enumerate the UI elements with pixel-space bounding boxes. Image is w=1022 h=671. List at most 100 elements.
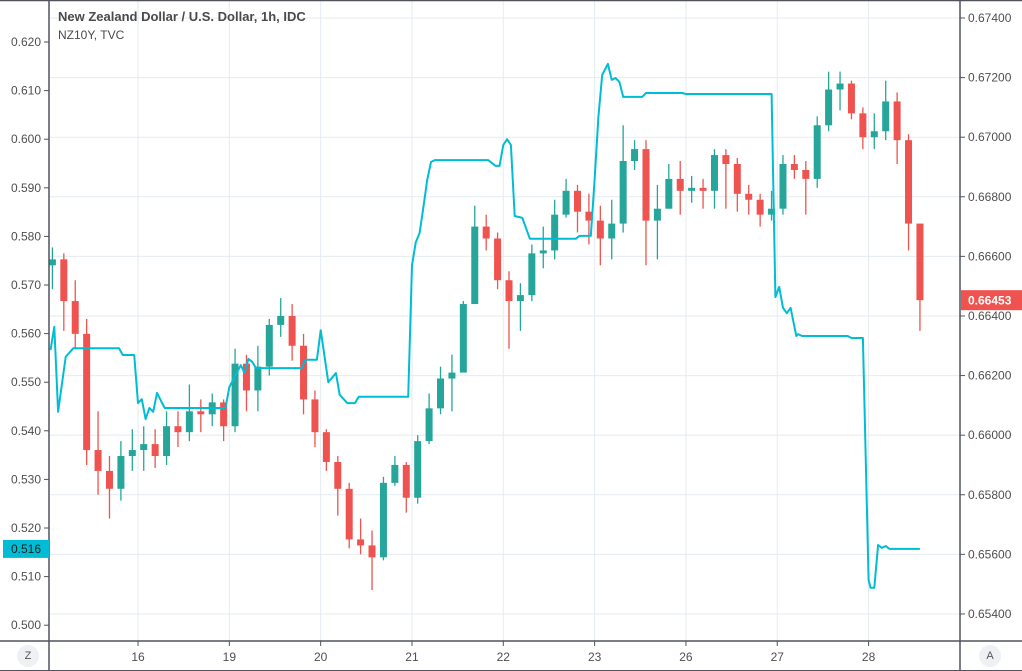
candle-body — [562, 190, 570, 215]
candle-body — [722, 155, 730, 165]
right-tick-label: 0.65800 — [968, 488, 1012, 502]
right-tick-label: 0.66000 — [968, 428, 1012, 442]
candle-body — [231, 363, 239, 427]
left-tick-label: 0.580 — [11, 229, 41, 243]
candle-body — [357, 539, 365, 546]
candle-body — [345, 488, 353, 540]
candle-body — [220, 402, 228, 427]
right-tick-label: 0.66400 — [968, 309, 1012, 323]
candle-body — [779, 164, 787, 209]
candle-body — [49, 259, 56, 266]
candle-body — [905, 140, 913, 224]
candle-body — [482, 226, 490, 239]
candle-body — [402, 464, 410, 498]
candle-body — [414, 441, 422, 498]
candle-body — [185, 411, 193, 433]
candle-body — [596, 220, 604, 239]
candle-body — [277, 315, 285, 325]
candle-body — [710, 155, 718, 191]
time-tick-label: 20 — [314, 650, 328, 664]
candle-body — [311, 399, 319, 433]
candle-body — [745, 193, 753, 200]
candle-body — [699, 187, 707, 191]
candle-body — [437, 378, 445, 409]
price-last-value-badge — [961, 290, 1022, 311]
candle-body — [128, 450, 136, 457]
chart-subtitle: NZ10Y, TVC — [58, 28, 125, 42]
candle-body — [608, 223, 616, 239]
candle-body — [516, 295, 524, 302]
right-tick-label: 0.65600 — [968, 547, 1012, 561]
auto-scale-button[interactable]: A — [979, 645, 1001, 667]
candle-body — [94, 450, 102, 471]
candle-body — [368, 545, 376, 558]
time-tick-label: 23 — [588, 650, 602, 664]
candle-body — [825, 89, 833, 126]
left-tick-label: 0.600 — [11, 132, 41, 146]
candle-body — [916, 223, 924, 301]
candle-body — [288, 315, 296, 346]
candle-body — [322, 432, 330, 462]
left-tick-label: 0.500 — [11, 618, 41, 632]
price-last-value-label: 0.66453 — [968, 294, 1012, 308]
candle-body — [197, 411, 205, 415]
left-tick-label: 0.560 — [11, 327, 41, 341]
plot-area — [49, 62, 924, 591]
left-tick-label: 0.550 — [11, 375, 41, 389]
right-tick-label: 0.67200 — [968, 71, 1012, 85]
candle-body — [448, 372, 456, 379]
candle-body — [733, 164, 741, 194]
candle-body — [585, 211, 593, 221]
candle-body — [573, 190, 581, 212]
candle-body — [882, 101, 890, 132]
time-tick-label: 27 — [771, 650, 785, 664]
candle-body — [265, 324, 273, 367]
candle-body — [859, 113, 867, 138]
candle-body — [756, 199, 764, 215]
candle-body — [619, 161, 627, 224]
chart-title: New Zealand Dollar / U.S. Dollar, 1h, ID… — [58, 9, 306, 24]
scale-z-button[interactable]: Z — [17, 645, 39, 667]
right-tick-label: 0.66600 — [968, 249, 1012, 263]
candle-body — [790, 164, 798, 170]
left-tick-label: 0.570 — [11, 278, 41, 292]
candle-body — [631, 149, 639, 162]
candle-body — [893, 101, 901, 141]
nz10y-line — [49, 62, 920, 589]
left-tick-label: 0.540 — [11, 424, 41, 438]
nz10y-last-value-badge — [3, 539, 49, 558]
candle-body — [83, 333, 91, 451]
right-tick-label: 0.66800 — [968, 190, 1012, 204]
time-tick-label: 19 — [223, 650, 237, 664]
time-tick-label: 21 — [405, 650, 419, 664]
right-tick-label: 0.65400 — [968, 607, 1012, 621]
candle-body — [151, 444, 159, 457]
candle-body — [802, 169, 810, 179]
candle-body — [71, 301, 79, 334]
time-tick-label: 28 — [862, 650, 876, 664]
candle-body — [768, 208, 776, 215]
left-tick-label: 0.530 — [11, 472, 41, 486]
candle-body — [471, 226, 479, 305]
candle-body — [528, 253, 536, 296]
left-tick-label: 0.590 — [11, 181, 41, 195]
time-tick-label: 22 — [497, 650, 511, 664]
candle-body — [425, 408, 433, 442]
candle-body — [242, 363, 250, 391]
candle-body — [163, 426, 171, 457]
candle-body — [551, 214, 559, 251]
right-tick-label: 0.67400 — [968, 11, 1012, 25]
candle-body — [813, 125, 821, 179]
candle-body — [653, 208, 661, 221]
left-tick-label: 0.520 — [11, 521, 41, 535]
candle-body — [391, 464, 399, 483]
candle-body — [494, 238, 502, 281]
candle-body — [140, 444, 148, 451]
candle-body — [105, 470, 113, 489]
candle-body — [539, 250, 547, 254]
time-tick-label: 26 — [679, 650, 693, 664]
candle-body — [836, 83, 844, 90]
candle-body — [642, 149, 650, 221]
